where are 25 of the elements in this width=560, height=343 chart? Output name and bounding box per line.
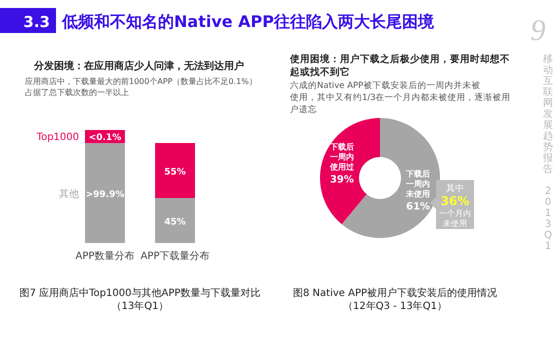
text: （13年Q1） [112, 300, 168, 312]
caption: 图7 应用商店中Top1000与其他APP数量与下载量对比 [20, 287, 260, 299]
text: 36% [440, 194, 470, 208]
chart-subtitle: 六成的Native APP被下载安装后的一周内并未被使用，其中又有约1/3在一个月内都未被使用，逐渐被用户遗忘 [290, 80, 511, 115]
data-label: 45% [164, 218, 186, 228]
data-label: 61% [406, 202, 430, 213]
text: （12年Q3 - 13年Q1） [343, 300, 447, 312]
data-label: >99.9% [86, 190, 124, 200]
data-label: <0.1% [88, 133, 122, 143]
legend-label: Top1000 [36, 132, 79, 143]
chart-title: 3.3 低频和不知名的Native APP往往陷入两大长尾困境 [23, 12, 436, 31]
text: 占据了总下载次数的一半以上 [25, 88, 129, 97]
chart-title: 使用困境：用户下载之后极少使用，要用时却想不起或找不到它 [289, 53, 510, 78]
text: 移动互联网发展趋势报告 2013Q1 [543, 54, 553, 252]
slice-label: 下载后一周内使用过 [328, 142, 355, 172]
data-label: 55% [164, 168, 186, 178]
slice-label: 下载后一周内未使用 [405, 170, 430, 199]
data-label: 39% [330, 174, 354, 186]
series-label: 其他 [59, 188, 79, 200]
text: 其中 [446, 183, 464, 194]
x-tick-label: APP数量分布 [76, 250, 134, 262]
x-tick-label: APP下载量分布 [140, 250, 210, 262]
text: 应用商店中，下载量最大的前1000个APP（数量占比不足0.1%） [25, 77, 257, 86]
chart-subtitle: 分发困境：在应用商店少人问津，无法到达用户 [33, 60, 244, 72]
caption: 图8 Native APP被用户下载安装后的使用情况 [293, 287, 497, 299]
